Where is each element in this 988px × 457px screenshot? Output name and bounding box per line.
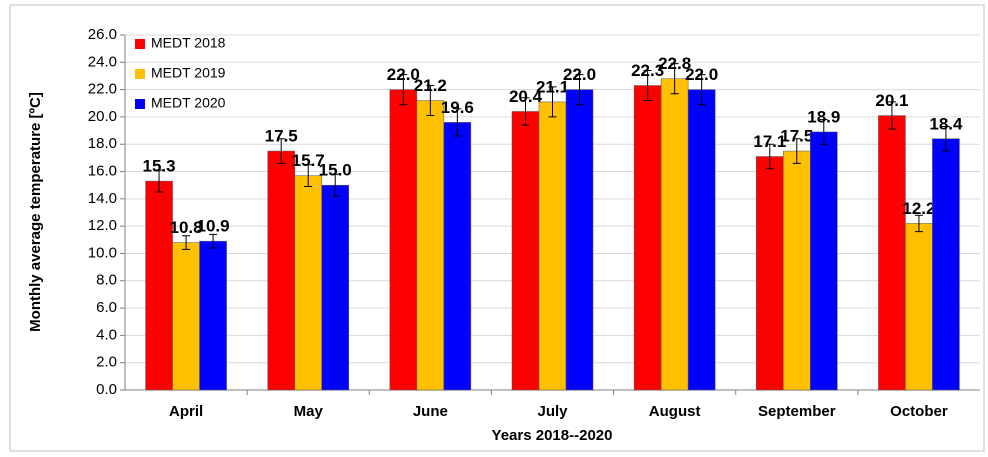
error-bar (331, 173, 340, 197)
bar (199, 240, 227, 391)
bar (783, 150, 811, 391)
x-tick-label: June (413, 403, 448, 420)
y-tick-label: 8.0 (96, 272, 117, 289)
bar (294, 175, 322, 391)
y-tick-label: 2.0 (96, 354, 117, 371)
legend-swatch (135, 99, 145, 109)
error-bar (914, 214, 923, 233)
data-label: 20.1 (875, 91, 908, 110)
error-bar (453, 108, 462, 137)
data-label: 15.3 (143, 157, 176, 176)
data-label: 17.5 (780, 127, 813, 146)
data-label: 19.6 (441, 98, 474, 117)
data-label: 18.9 (807, 107, 840, 126)
y-tick-label: 4.0 (96, 326, 117, 343)
error-bar (887, 101, 896, 130)
data-label: 22.8 (658, 54, 691, 73)
data-label: 21.1 (536, 77, 569, 96)
x-tick-label: May (294, 403, 324, 420)
x-tick-label: July (537, 403, 568, 420)
data-label: 10.8 (170, 218, 203, 237)
y-axis-label: Monthly average temperature [ºC] (27, 92, 44, 332)
bar (878, 115, 906, 391)
data-label: 20.4 (509, 87, 543, 106)
y-tick-label: 0.0 (96, 381, 117, 398)
bar (687, 89, 716, 391)
data-label: 22.0 (685, 65, 718, 84)
x-tick-label: April (169, 403, 203, 420)
error-bar (277, 138, 286, 164)
data-label: 17.5 (265, 127, 298, 146)
data-label: 22.0 (563, 65, 596, 84)
bar (389, 89, 418, 391)
error-bar (819, 119, 828, 145)
error-bar (575, 74, 584, 106)
data-label: 18.4 (929, 114, 963, 133)
legend-label: MEDT 2020 (151, 95, 226, 111)
x-axis-label: Years 2018--2020 (492, 427, 613, 444)
x-tick-label: September (758, 403, 836, 420)
data-label: 10.9 (197, 217, 230, 236)
data-label: 22.0 (387, 65, 420, 84)
bar (538, 101, 567, 391)
data-label: 12.2 (902, 199, 935, 218)
bar (810, 131, 838, 391)
y-tick-label: 20.0 (88, 108, 117, 125)
data-label: 15.7 (292, 151, 325, 170)
legend-label: MEDT 2018 (151, 35, 226, 51)
error-bar (399, 74, 408, 106)
error-bar (426, 85, 435, 117)
bar (932, 138, 960, 391)
bar (756, 156, 784, 391)
error-bar (521, 97, 530, 126)
bar (565, 89, 594, 391)
error-bar (643, 70, 652, 102)
bar (145, 180, 173, 391)
error-bar (304, 164, 313, 188)
bar (905, 223, 933, 391)
data-label: 21.2 (414, 76, 447, 95)
bar (443, 122, 472, 391)
bar (321, 184, 349, 391)
y-tick-label: 16.0 (88, 163, 117, 180)
error-bar (155, 169, 164, 193)
error-bar (792, 138, 801, 164)
y-tick-label: 10.0 (88, 244, 117, 261)
x-tick-label: August (649, 403, 701, 420)
data-label: 17.1 (753, 132, 786, 151)
bar (172, 242, 200, 391)
y-tick-label: 24.0 (88, 53, 117, 70)
data-label: 22.3 (631, 61, 664, 80)
legend-swatch (135, 39, 145, 49)
y-tick-label: 18.0 (88, 135, 117, 152)
error-bar (548, 86, 557, 118)
error-bar (765, 143, 774, 170)
error-bar (941, 125, 950, 152)
error-bar (697, 74, 706, 106)
y-tick-label: 22.0 (88, 81, 117, 98)
data-label: 15.0 (319, 161, 352, 180)
y-tick-label: 12.0 (88, 217, 117, 234)
y-tick-label: 14.0 (88, 190, 117, 207)
legend-label: MEDT 2019 (151, 65, 226, 81)
error-bar (182, 235, 191, 250)
error-bar (209, 233, 218, 249)
bar (511, 111, 540, 391)
bar (660, 78, 689, 391)
y-tick-label: 6.0 (96, 299, 117, 316)
x-tick-label: October (890, 403, 948, 420)
bar (633, 85, 662, 391)
y-tick-label: 26.0 (88, 26, 117, 43)
bar (416, 100, 445, 391)
bar (267, 150, 295, 391)
legend-swatch (135, 69, 145, 79)
error-bar (670, 63, 679, 95)
